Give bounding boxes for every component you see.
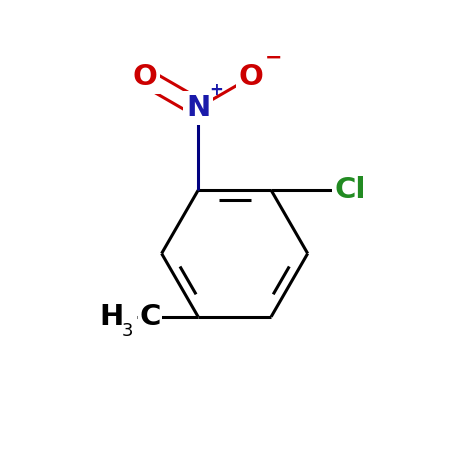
Text: 3: 3 <box>122 322 133 340</box>
Text: +: + <box>209 81 223 99</box>
Text: H: H <box>100 303 124 331</box>
Text: Cl: Cl <box>335 176 366 204</box>
Text: O: O <box>239 63 264 91</box>
Text: N: N <box>186 94 210 122</box>
Text: O: O <box>133 63 157 91</box>
Text: C: C <box>139 303 161 331</box>
Text: −: − <box>265 47 283 67</box>
